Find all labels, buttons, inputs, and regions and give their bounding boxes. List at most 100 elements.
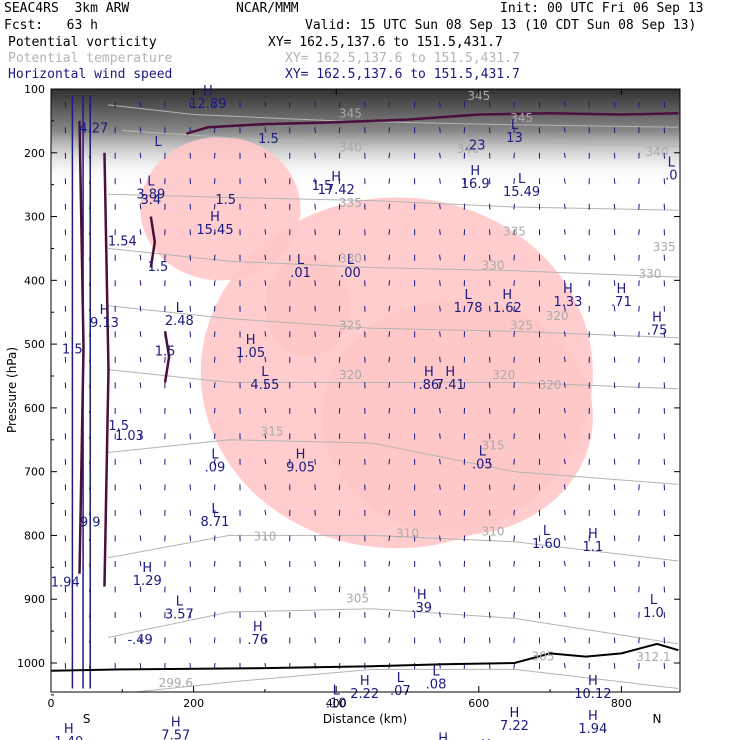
wind-vector	[388, 509, 391, 516]
wind-vector	[563, 101, 566, 108]
pv-extrema-value: .76	[247, 633, 268, 648]
wind-vector	[314, 178, 316, 184]
x-end-label: N	[653, 712, 662, 726]
wind-vector	[314, 535, 316, 542]
y-axis-label: Pressure (hPa)	[5, 347, 19, 433]
wind-labels-value: .0	[665, 169, 677, 184]
wind-vector	[314, 229, 316, 236]
pv-extrema-value: 1.33	[553, 295, 582, 310]
theta-contour-label: 325	[510, 318, 533, 332]
dynamic-tropopause-contour	[186, 111, 679, 135]
wind-vector	[264, 433, 267, 439]
pv-extrema-marker: L	[176, 301, 184, 316]
wind-vector	[213, 101, 216, 108]
wind-vector	[388, 535, 391, 541]
pv-extrema-value: 1.5	[62, 343, 83, 358]
stratosphere-pv-shading	[51, 89, 680, 184]
wind-vector	[613, 152, 616, 159]
pv-tower-contour	[163, 331, 171, 383]
wind-vector	[388, 280, 391, 286]
wind-vector	[513, 586, 515, 593]
pv-extrema-value: 1.05	[236, 346, 265, 361]
wind-vector	[139, 586, 142, 592]
wind-vector	[213, 331, 216, 338]
wind-vector	[213, 433, 216, 440]
theta-contour-label: 315	[261, 424, 284, 438]
wind-vector	[439, 101, 441, 108]
wind-vector	[139, 152, 142, 159]
wind-vector	[563, 305, 566, 312]
y-tick-label: 500	[24, 338, 45, 351]
wind-vector	[213, 382, 216, 389]
pv-extrema-marker: L	[147, 175, 155, 190]
theta-contour-label: 330	[339, 251, 362, 265]
pv-extrema-value: 15.49	[503, 185, 540, 200]
wind-vector	[213, 280, 216, 287]
pv-extrema-marker: L	[297, 253, 305, 268]
y-tick-label: 200	[24, 147, 45, 160]
pv-extrema-marker: L	[479, 444, 487, 459]
pv-extrema-value: 1.5	[148, 260, 169, 275]
model-title: SEAC4RS 3km ARW	[4, 1, 130, 16]
organization-label: NCAR/MMM	[236, 1, 299, 16]
wind-vector	[439, 382, 441, 388]
wind-vector	[388, 382, 391, 388]
pv-extrema-marker: L	[432, 665, 440, 680]
wind-vector	[264, 178, 267, 184]
wind-labels-marker: L	[511, 118, 519, 133]
wind-vector	[388, 433, 391, 439]
theta-contour	[107, 439, 679, 485]
wind-vector	[439, 280, 441, 286]
y-tick-label: 900	[24, 593, 45, 606]
wind-vector	[213, 127, 216, 133]
pv-extrema-marker: H	[502, 288, 512, 303]
pv-extrema-value: -.49	[127, 633, 152, 648]
wind-vector	[613, 484, 616, 491]
pv-extrema-value: 3.57	[165, 607, 194, 622]
wind-vector	[139, 458, 142, 465]
pv-extrema-value: 7.22	[500, 719, 529, 734]
theta-contour-label: 310	[253, 530, 276, 544]
wind-vector	[513, 280, 515, 287]
pv-extrema-marker: H	[246, 333, 256, 348]
pv-extrema-marker: H	[588, 527, 598, 542]
pv-extrema-value: .39	[411, 601, 432, 616]
wind-vector	[388, 127, 391, 133]
wind-vector	[388, 178, 391, 184]
pv-extrema-marker: L	[211, 448, 219, 463]
wind-vector	[314, 101, 316, 108]
theta-contour-label: 320	[339, 368, 362, 382]
pv-extrema-marker: H	[445, 365, 455, 380]
wind-vector	[213, 509, 216, 516]
wind-labels-value: 1.5	[258, 132, 279, 147]
pv-extrema-marker: H	[652, 311, 662, 326]
field-xy-pv: XY= 162.5,137.6 to 151.5,431.7	[268, 35, 503, 50]
wind-vector	[139, 356, 142, 363]
pv-extrema-value: 3.4	[140, 193, 161, 208]
wind-vector	[439, 127, 441, 133]
wind-vector	[563, 254, 566, 261]
wind-vector	[264, 637, 267, 643]
wind-vector	[439, 637, 441, 643]
wind-vector	[213, 254, 216, 261]
theta-contour	[122, 130, 679, 147]
pv-extrema-marker: L	[543, 524, 551, 539]
wind-vector	[139, 178, 142, 184]
wind-vector	[264, 382, 267, 388]
x-tick-label: 400	[326, 697, 347, 710]
theta-contour-label: 315	[482, 438, 505, 452]
wind-vector	[563, 331, 566, 337]
pv-extrema-marker: H	[563, 282, 573, 297]
wind-vector	[213, 637, 216, 644]
theta-contour	[107, 534, 679, 562]
wind-vector	[513, 433, 515, 440]
pv-extrema-value: 9.9	[80, 516, 101, 531]
wind-vector	[139, 229, 142, 235]
pv-extrema-marker: L	[176, 594, 184, 609]
wind-vector	[139, 101, 142, 108]
wind-vector	[314, 484, 316, 491]
terrain-line	[51, 642, 679, 672]
wind-vector	[439, 560, 441, 567]
wind-vector	[314, 560, 316, 567]
pv-extrema-value: 9.13	[90, 316, 119, 331]
